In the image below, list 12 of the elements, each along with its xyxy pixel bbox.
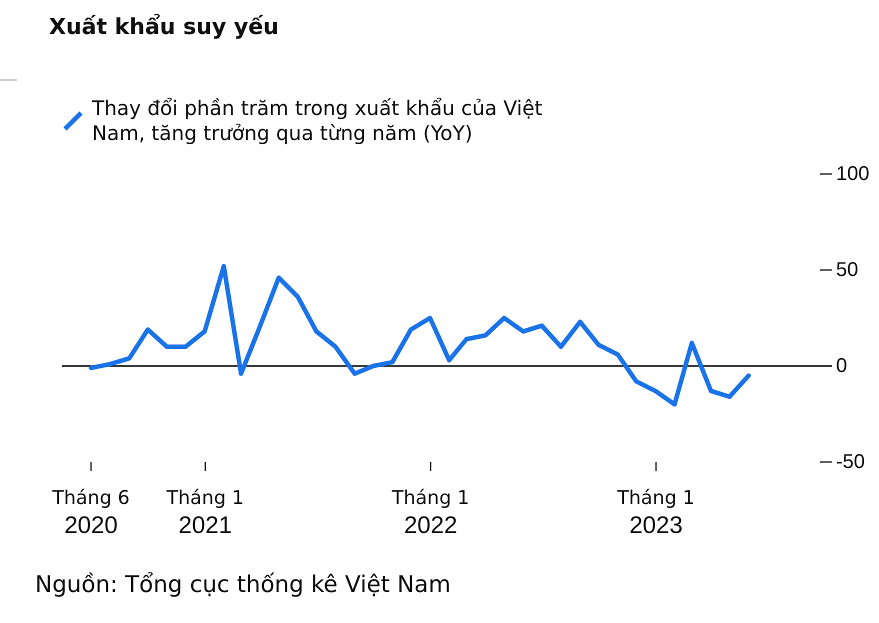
y-tick-label: 50 <box>836 259 858 281</box>
y-tick-label: -50 <box>836 451 865 473</box>
x-tick-label: Tháng 1 2023 <box>616 487 695 539</box>
x-tick-label: Tháng 1 2021 <box>165 487 244 539</box>
legend-label: Thay đổi phần trăm trong xuất khẩu của Việt Nam, tăng trưởng qua từng năm (YoY) <box>91 96 542 145</box>
y-tick-label: 0 <box>836 355 848 377</box>
y-tick-label: 100 <box>836 163 870 185</box>
line-series <box>88 264 751 407</box>
chart-title: Xuất khẩu suy yếu <box>49 13 279 40</box>
x-tick-label: Tháng 1 2022 <box>390 487 470 539</box>
x-tick-label: Tháng 6 2020 <box>51 487 130 539</box>
text: Nguồn: Tổng cục thống kê Việt Nam <box>35 572 451 598</box>
